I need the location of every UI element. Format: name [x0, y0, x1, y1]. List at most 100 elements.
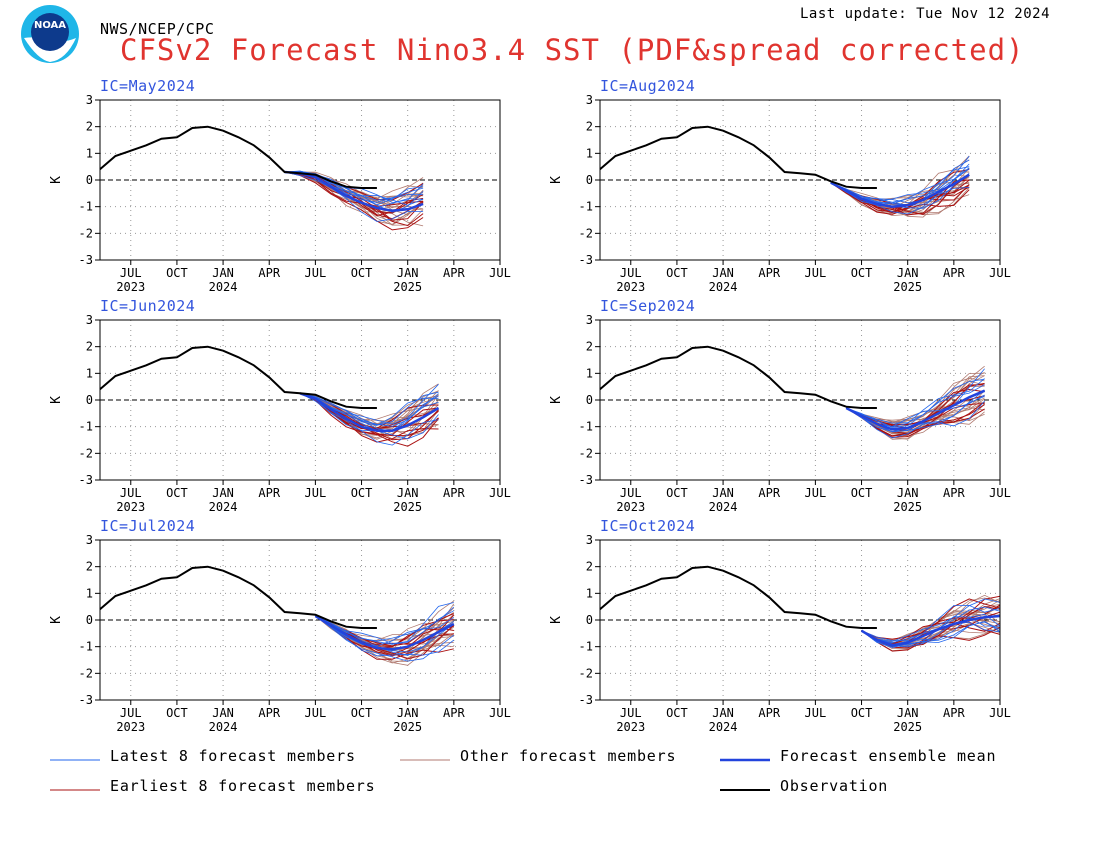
year-label: 2025 — [893, 280, 922, 294]
year-label: 2024 — [209, 500, 238, 514]
other-member-line — [846, 398, 985, 435]
year-label: 2024 — [709, 500, 738, 514]
chart-panel: IC=May2024 3 2 1 0 -1 -2 -3 K JUL OCT JAN APR JUL OCT J… — [49, 77, 511, 294]
observation-line — [599, 125, 877, 189]
panel-frame — [599, 539, 1001, 701]
y-tick-label: -2 — [579, 226, 593, 240]
ensemble-mean-line — [299, 392, 440, 432]
latest-member-line — [284, 171, 424, 222]
x-tick-label: JAN — [897, 266, 919, 280]
x-tick-label: OCT — [351, 266, 373, 280]
x-tick-label: APR — [258, 266, 280, 280]
panel-label: IC=Sep2024 — [600, 297, 695, 315]
y-tick-label: 0 — [586, 173, 593, 187]
legend-label-latest: Latest 8 forecast members — [110, 747, 356, 765]
x-tick-label: JAN — [397, 266, 419, 280]
y-tick-label: 1 — [586, 366, 593, 380]
observation-line — [599, 565, 877, 629]
latest-member-line — [299, 391, 439, 426]
x-tick-label: JUL — [805, 706, 827, 720]
y-tick-label: -2 — [79, 666, 93, 680]
y-tick-label: -3 — [79, 693, 93, 707]
x-tick-label: JUL — [620, 266, 642, 280]
chart-title: CFSv2 Forecast Nino3.4 SST (PDF&spread c… — [120, 33, 1025, 67]
x-tick-label: JAN — [212, 706, 234, 720]
panel-label: IC=Oct2024 — [600, 517, 695, 535]
panel-frame — [599, 99, 1001, 261]
legend-label-earliest: Earliest 8 forecast members — [110, 777, 376, 795]
latest-member-line — [284, 170, 424, 206]
year-label: 2025 — [393, 280, 422, 294]
ensemble-mean-line — [845, 389, 986, 431]
x-tick-label: JAN — [897, 706, 919, 720]
year-label: 2023 — [616, 280, 645, 294]
x-tick-label: JUL — [489, 706, 511, 720]
year-label: 2024 — [709, 280, 738, 294]
legend-label-mean: Forecast ensemble mean — [780, 747, 997, 765]
latest-member-line — [861, 598, 1001, 642]
earliest-member-line — [299, 392, 439, 447]
y-tick-label: -2 — [579, 666, 593, 680]
x-tick-label: OCT — [666, 486, 688, 500]
x-tick-label: JUL — [120, 706, 142, 720]
y-axis-label: K — [49, 176, 64, 184]
y-axis-label: K — [549, 616, 564, 624]
x-tick-label: JAN — [712, 706, 734, 720]
ensemble-mean-line — [284, 170, 424, 212]
latest-member-line — [861, 606, 1001, 644]
legend-swatch-earliest — [50, 789, 100, 791]
y-tick-label: 1 — [586, 586, 593, 600]
latest-member-line — [846, 378, 985, 424]
chart-panel: IC=Oct2024 3 2 1 0 -1 -2 -3 K JUL OCT JAN APR JUL OCT J… — [549, 517, 1011, 734]
y-tick-label: 2 — [586, 340, 593, 354]
y-tick-label: 2 — [586, 120, 593, 134]
x-tick-label: OCT — [851, 706, 873, 720]
y-tick-label: 3 — [586, 313, 593, 327]
x-tick-label: JUL — [489, 266, 511, 280]
y-tick-label: 0 — [586, 613, 593, 627]
legend-swatch-other — [400, 759, 450, 761]
panel-label: IC=Aug2024 — [600, 77, 695, 95]
panel-frame — [99, 539, 501, 701]
y-tick-label: 3 — [86, 313, 93, 327]
latest-member-line — [830, 167, 970, 205]
latest-member-line — [299, 392, 439, 426]
legend-label-other: Other forecast members — [460, 747, 677, 765]
y-tick-label: 2 — [86, 120, 93, 134]
x-tick-label: JUL — [989, 486, 1011, 500]
y-tick-label: 3 — [86, 533, 93, 547]
y-tick-label: -1 — [79, 420, 93, 434]
x-tick-label: JUL — [120, 486, 142, 500]
latest-member-line — [315, 615, 455, 657]
x-tick-label: OCT — [166, 706, 188, 720]
y-axis-label: K — [549, 176, 564, 184]
year-label: 2025 — [393, 500, 422, 514]
y-tick-label: 0 — [586, 393, 593, 407]
panel-frame — [99, 319, 501, 481]
year-label: 2023 — [116, 500, 145, 514]
year-label: 2025 — [893, 720, 922, 734]
latest-member-line — [315, 615, 455, 647]
observation-line — [99, 345, 377, 409]
x-tick-label: JAN — [397, 486, 419, 500]
y-tick-label: 2 — [86, 560, 93, 574]
y-tick-label: 0 — [86, 173, 93, 187]
y-tick-label: -2 — [79, 226, 93, 240]
x-tick-label: APR — [443, 486, 465, 500]
x-tick-label: JUL — [305, 706, 327, 720]
y-tick-label: -3 — [579, 473, 593, 487]
year-label: 2023 — [116, 280, 145, 294]
noaa-logo-icon: NOAA — [21, 5, 79, 63]
y-tick-label: 2 — [586, 560, 593, 574]
latest-member-line — [861, 620, 1001, 648]
x-tick-label: APR — [943, 266, 965, 280]
year-label: 2024 — [209, 720, 238, 734]
chart-panel: IC=Jul2024 3 2 1 0 -1 -2 -3 K JUL OCT JAN APR JUL OCT J… — [49, 517, 511, 734]
x-tick-label: APR — [258, 486, 280, 500]
x-tick-label: OCT — [851, 266, 873, 280]
year-label: 2023 — [616, 500, 645, 514]
year-label: 2023 — [616, 720, 645, 734]
y-tick-label: -3 — [579, 693, 593, 707]
latest-member-line — [845, 400, 985, 439]
